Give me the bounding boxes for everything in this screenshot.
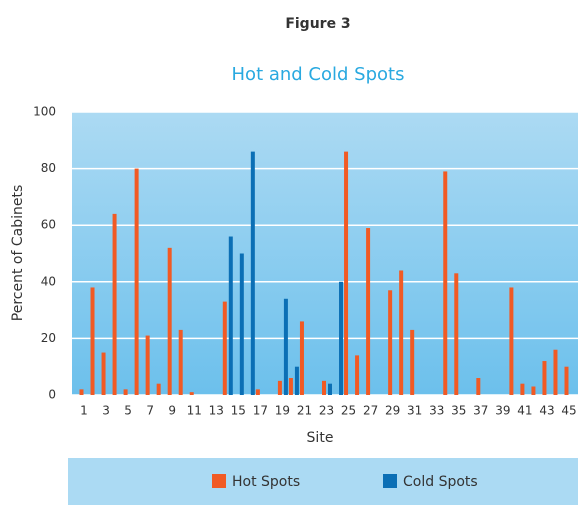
- bar: [399, 270, 404, 395]
- x-tick-label: 25: [341, 404, 356, 418]
- bar: [328, 383, 332, 395]
- x-tick-label: 5: [124, 404, 132, 418]
- bar: [476, 378, 481, 395]
- bar: [250, 151, 255, 395]
- bar: [156, 383, 161, 395]
- y-tick-label: 0: [48, 388, 56, 402]
- x-tick-label: 13: [209, 404, 224, 418]
- bar: [410, 329, 415, 395]
- y-axis-title: Percent of Cabinets: [10, 185, 26, 321]
- y-tick-label: 40: [41, 274, 56, 288]
- bar: [355, 355, 360, 395]
- bar: [294, 366, 299, 395]
- bar: [344, 151, 349, 395]
- y-tick-label: 100: [33, 105, 56, 119]
- figure-label: Figure 3: [285, 16, 350, 32]
- bar: [299, 321, 304, 395]
- bar: [178, 329, 183, 395]
- bar: [112, 213, 117, 395]
- x-tick-label: 33: [429, 404, 444, 418]
- bar: [288, 378, 293, 395]
- bar: [443, 171, 448, 395]
- bar: [542, 361, 547, 395]
- x-tick-label: 35: [451, 404, 466, 418]
- bar: [454, 273, 459, 395]
- bar: [123, 389, 128, 395]
- bar: [79, 389, 84, 395]
- bar: [189, 392, 194, 395]
- x-tick-label: 37: [473, 404, 488, 418]
- bar: [531, 386, 536, 395]
- bar: [509, 287, 514, 395]
- x-tick-label: 27: [363, 404, 378, 418]
- bar: [388, 290, 393, 395]
- x-tick-label: 15: [231, 404, 246, 418]
- bar: [222, 301, 227, 395]
- bar: [228, 236, 233, 395]
- bar: [101, 352, 106, 395]
- legend-swatch: [383, 474, 397, 488]
- bar: [167, 247, 172, 395]
- chart-title: Hot and Cold Spots: [232, 64, 405, 85]
- bar: [239, 253, 244, 395]
- x-tick-label: 23: [319, 404, 334, 418]
- bar: [339, 281, 344, 395]
- x-tick-label: 1: [80, 404, 88, 418]
- bar: [366, 228, 371, 395]
- x-tick-label: 31: [407, 404, 422, 418]
- y-tick-label: 20: [41, 331, 56, 345]
- x-tick-label: 7: [146, 404, 154, 418]
- x-tick-label: 21: [297, 404, 312, 418]
- bar: [322, 380, 326, 395]
- bar: [145, 335, 150, 395]
- x-tick-label: 39: [495, 404, 510, 418]
- bar: [283, 298, 288, 395]
- x-tick-label: 29: [385, 404, 400, 418]
- bar: [90, 287, 95, 395]
- bar: [134, 168, 139, 395]
- x-tick-label: 9: [168, 404, 176, 418]
- legend-label: Hot Spots: [232, 474, 300, 490]
- bar: [255, 389, 260, 395]
- x-tick-label: 19: [275, 404, 290, 418]
- legend-label: Cold Spots: [403, 474, 478, 490]
- bar: [553, 349, 558, 395]
- x-tick-label: 43: [539, 404, 554, 418]
- x-tick-label: 41: [517, 404, 532, 418]
- legend-swatch: [212, 474, 226, 488]
- y-tick-label: 60: [41, 218, 56, 232]
- y-tick-label: 80: [41, 161, 56, 175]
- bar: [564, 366, 569, 395]
- plot-area: [72, 112, 578, 395]
- x-tick-label: 11: [187, 404, 202, 418]
- x-tick-label: 45: [561, 404, 576, 418]
- x-tick-label: 3: [102, 404, 110, 418]
- x-tick-label: 17: [253, 404, 268, 418]
- bar: [277, 380, 282, 395]
- legend-box: [68, 458, 578, 505]
- x-axis-title: Site: [307, 430, 334, 446]
- bar: [520, 383, 525, 395]
